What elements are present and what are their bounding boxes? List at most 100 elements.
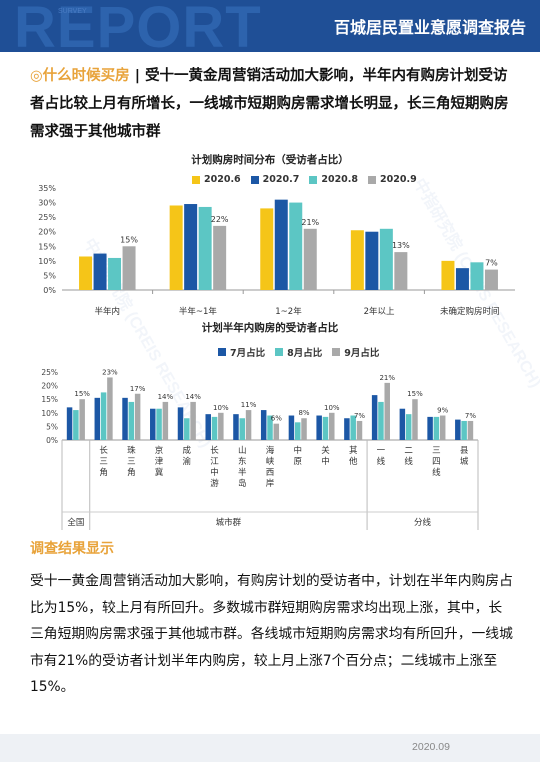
category-label: 二 xyxy=(404,446,413,456)
data-label: 7% xyxy=(465,412,476,420)
bar xyxy=(379,228,393,290)
bar xyxy=(322,416,329,440)
y-tick-label: 10% xyxy=(38,257,56,266)
bar xyxy=(245,410,252,440)
bar xyxy=(79,256,93,290)
category-label: 半 xyxy=(238,467,247,478)
category-label: 其 xyxy=(349,446,358,456)
legend-item: 2020.7 xyxy=(250,174,299,185)
bar xyxy=(198,206,212,290)
data-label: 11% xyxy=(241,401,257,409)
category-label: 成 xyxy=(183,445,192,456)
bar xyxy=(344,418,350,440)
category-label: 冀 xyxy=(155,467,164,478)
y-tick-label: 30% xyxy=(38,199,56,208)
bar xyxy=(274,199,288,290)
footer: 2020.09 xyxy=(0,734,540,762)
chart2-legend: 7月占比 8月占比 9月占比 xyxy=(218,345,379,359)
data-label: 23% xyxy=(102,368,118,376)
data-label: 15% xyxy=(74,390,90,398)
data-label: 14% xyxy=(185,393,201,401)
category-label: 中 xyxy=(321,456,330,467)
bar xyxy=(394,252,408,290)
category-label: 三 xyxy=(99,457,108,467)
category-label: 四 xyxy=(432,457,441,467)
bar xyxy=(273,423,280,440)
data-label: 9% xyxy=(437,407,448,415)
group-label: 分线 xyxy=(414,517,432,528)
bar xyxy=(190,401,196,440)
category-label: 岛 xyxy=(238,478,247,489)
data-label: 21% xyxy=(379,374,395,382)
bar xyxy=(378,401,384,440)
legend-swatch xyxy=(275,348,284,356)
bar xyxy=(239,418,246,440)
category-label: 中 xyxy=(210,467,219,478)
report-header: REPORT SURVEY 百城居民置业意愿调查报告 xyxy=(0,0,540,52)
bar xyxy=(134,393,141,440)
bar xyxy=(108,257,122,290)
y-tick-label: 20% xyxy=(38,228,56,237)
data-label: 15% xyxy=(120,235,138,244)
category-label: 半年~1年 xyxy=(179,306,218,317)
bar xyxy=(267,415,273,440)
legend-swatch xyxy=(309,175,318,184)
category-label: 西 xyxy=(266,468,275,478)
bar xyxy=(329,412,335,440)
category-label: 三 xyxy=(127,457,136,467)
data-label: 8% xyxy=(298,409,309,417)
y-tick-label: 5% xyxy=(46,422,58,431)
y-tick-label: 35% xyxy=(38,184,56,193)
bar xyxy=(66,407,73,440)
headline-lead: ◎什么时候买房 xyxy=(30,68,130,84)
bar xyxy=(484,269,498,290)
category-label: 线 xyxy=(432,467,441,478)
bar xyxy=(350,415,356,440)
category-label: 关 xyxy=(321,445,330,456)
bar xyxy=(356,420,363,440)
data-label: 13% xyxy=(392,241,410,250)
data-label: 7% xyxy=(485,259,498,268)
y-tick-label: 0% xyxy=(43,286,56,295)
chart2-title: 计划半年内购房的受访者占比 xyxy=(201,322,339,334)
category-label: 他 xyxy=(349,456,358,467)
bar xyxy=(303,228,317,290)
category-label: 角 xyxy=(127,467,136,478)
bar xyxy=(79,399,85,440)
y-tick-label: 25% xyxy=(38,213,56,222)
data-label: 6% xyxy=(271,415,282,423)
bar xyxy=(371,395,378,440)
category-label: 1~2年 xyxy=(275,306,302,317)
bar xyxy=(205,414,211,440)
category-label: 线 xyxy=(377,456,386,467)
category-label: 岸 xyxy=(266,479,275,489)
report-title: 百城居民置业意愿调查报告 xyxy=(333,18,526,37)
bar xyxy=(169,205,183,290)
bar xyxy=(162,401,169,440)
bar xyxy=(260,208,274,290)
bar xyxy=(156,408,162,440)
bar xyxy=(455,268,469,290)
header-survey-label: SURVEY xyxy=(58,8,87,15)
headline: ◎什么时候买房 | 受十一黄金周营销活动加大影响，半年内有购房计划受访者占比较上… xyxy=(30,62,520,146)
category-label: 原 xyxy=(293,457,302,467)
bar xyxy=(94,397,101,440)
legend-swatch xyxy=(192,175,200,184)
category-label: 长 xyxy=(99,445,108,456)
legend-swatch xyxy=(218,348,226,356)
y-tick-label: 20% xyxy=(41,382,58,391)
bar xyxy=(427,416,433,440)
bar xyxy=(107,377,113,440)
bar xyxy=(233,414,239,440)
bar xyxy=(441,260,455,290)
bar xyxy=(461,420,467,440)
legend-label: 2020.9 xyxy=(380,174,417,185)
data-label: 15% xyxy=(407,390,423,398)
data-label: 22% xyxy=(211,215,229,224)
bar xyxy=(350,230,364,290)
data-label: 17% xyxy=(130,385,146,393)
group-label: 城市群 xyxy=(216,517,242,528)
bar xyxy=(294,422,301,440)
category-label: 未确定购房时间 xyxy=(440,306,500,317)
category-label: 长 xyxy=(210,445,219,456)
